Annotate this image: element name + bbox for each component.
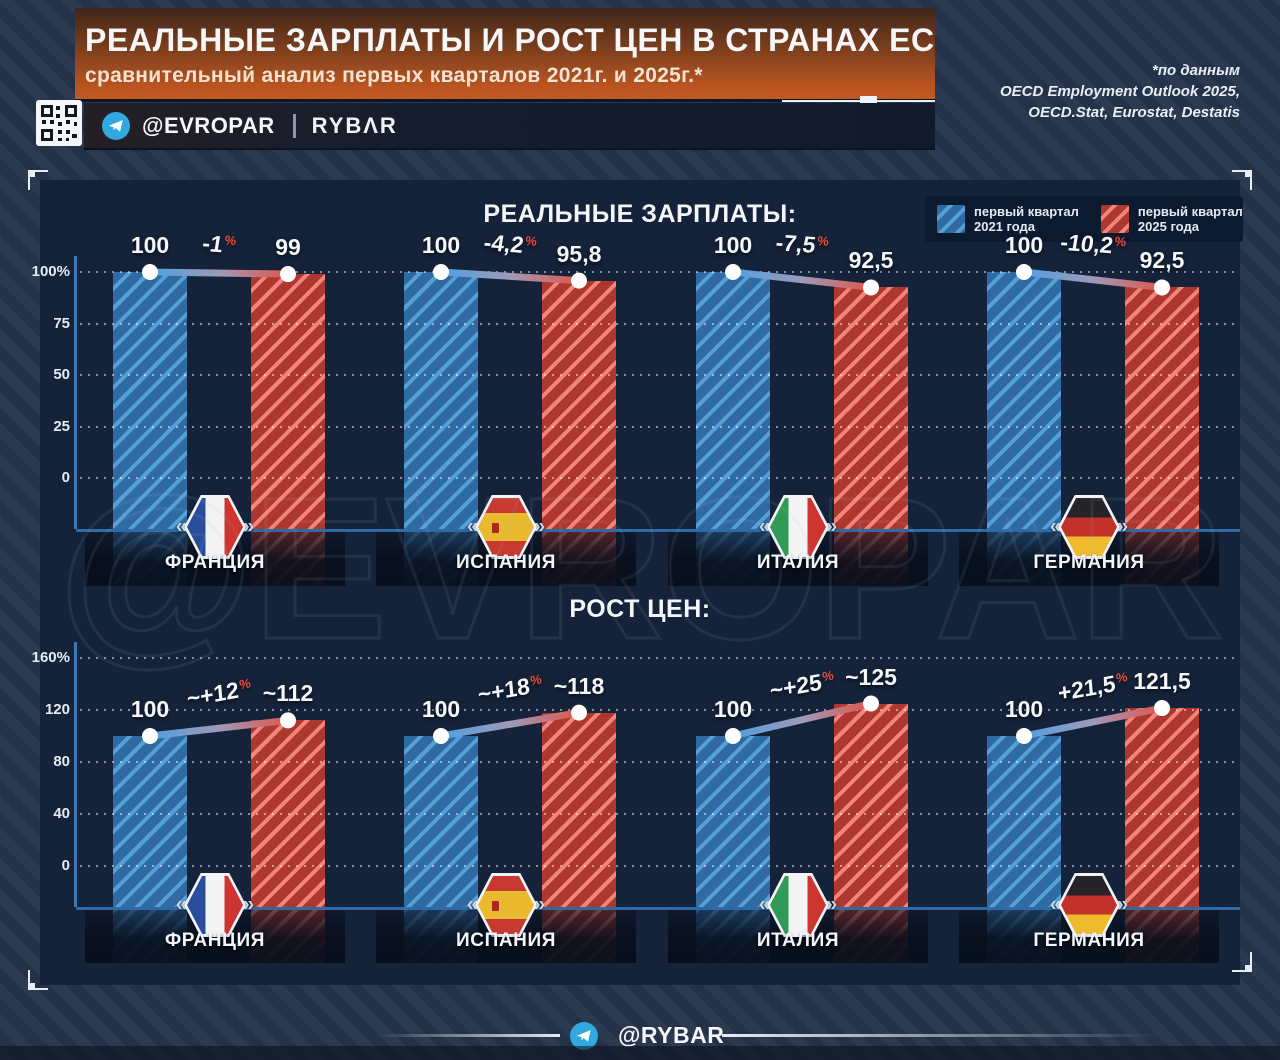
qr-code — [36, 100, 82, 146]
corner-bracket-bottom-right — [1232, 952, 1252, 972]
footer-line-right — [722, 1034, 1162, 1037]
footer-handle: @RYBAR — [618, 1022, 725, 1048]
qr-code-icon — [41, 105, 77, 141]
header-underline-dash — [860, 96, 877, 104]
source-line: OECD Employment Outlook 2025, — [999, 83, 1240, 100]
source-line: OECD.Stat, Eurostat, Destatis — [1028, 104, 1240, 121]
source-line: *по данным — [1152, 62, 1240, 79]
chart-panel — [40, 180, 1240, 985]
legend-label: первый квартал — [974, 204, 1079, 219]
legend-item-q1-2025: первый квартал 2025 года — [1100, 204, 1243, 234]
legend-label: первый квартал — [1137, 204, 1243, 219]
corner-bracket-top-right — [1232, 170, 1252, 190]
telegram-icon — [102, 111, 130, 140]
corner-bracket-top-left — [28, 170, 48, 190]
footer-line-left — [375, 1034, 560, 1037]
page-subtitle: сравнительный анализ первых кварталов 20… — [85, 64, 703, 87]
telegram-badge: @EVROPAR RYBΛR — [84, 103, 935, 150]
legend-item-q1-2021: первый квартал 2021 года — [937, 204, 1079, 234]
badge-divider — [292, 113, 296, 138]
page-title: РЕАЛЬНЫЕ ЗАРПЛАТЫ И РОСТ ЦЕН В СТРАНАХ Е… — [85, 22, 935, 58]
legend-label: 2021 года — [974, 219, 1036, 234]
corner-bracket-bottom-left — [28, 970, 48, 990]
telegram-icon — [570, 1022, 598, 1050]
legend-swatch-2021-icon — [937, 205, 965, 233]
legend-label: 2025 года — [1137, 219, 1199, 234]
header-underline — [782, 100, 935, 102]
source-note: *по данным OECD Employment Outlook 2025,… — [1000, 60, 1240, 123]
footer: @RYBAR — [0, 1018, 1280, 1054]
brand-logo: RYBΛR — [311, 112, 398, 138]
header-banner: РЕАЛЬНЫЕ ЗАРПЛАТЫ И РОСТ ЦЕН В СТРАНАХ Е… — [75, 8, 935, 102]
chart-legend: первый квартал 2021 года первый квартал … — [925, 196, 1243, 242]
telegram-handle: @EVROPAR — [142, 112, 275, 138]
legend-swatch-2025-icon — [1100, 205, 1129, 233]
